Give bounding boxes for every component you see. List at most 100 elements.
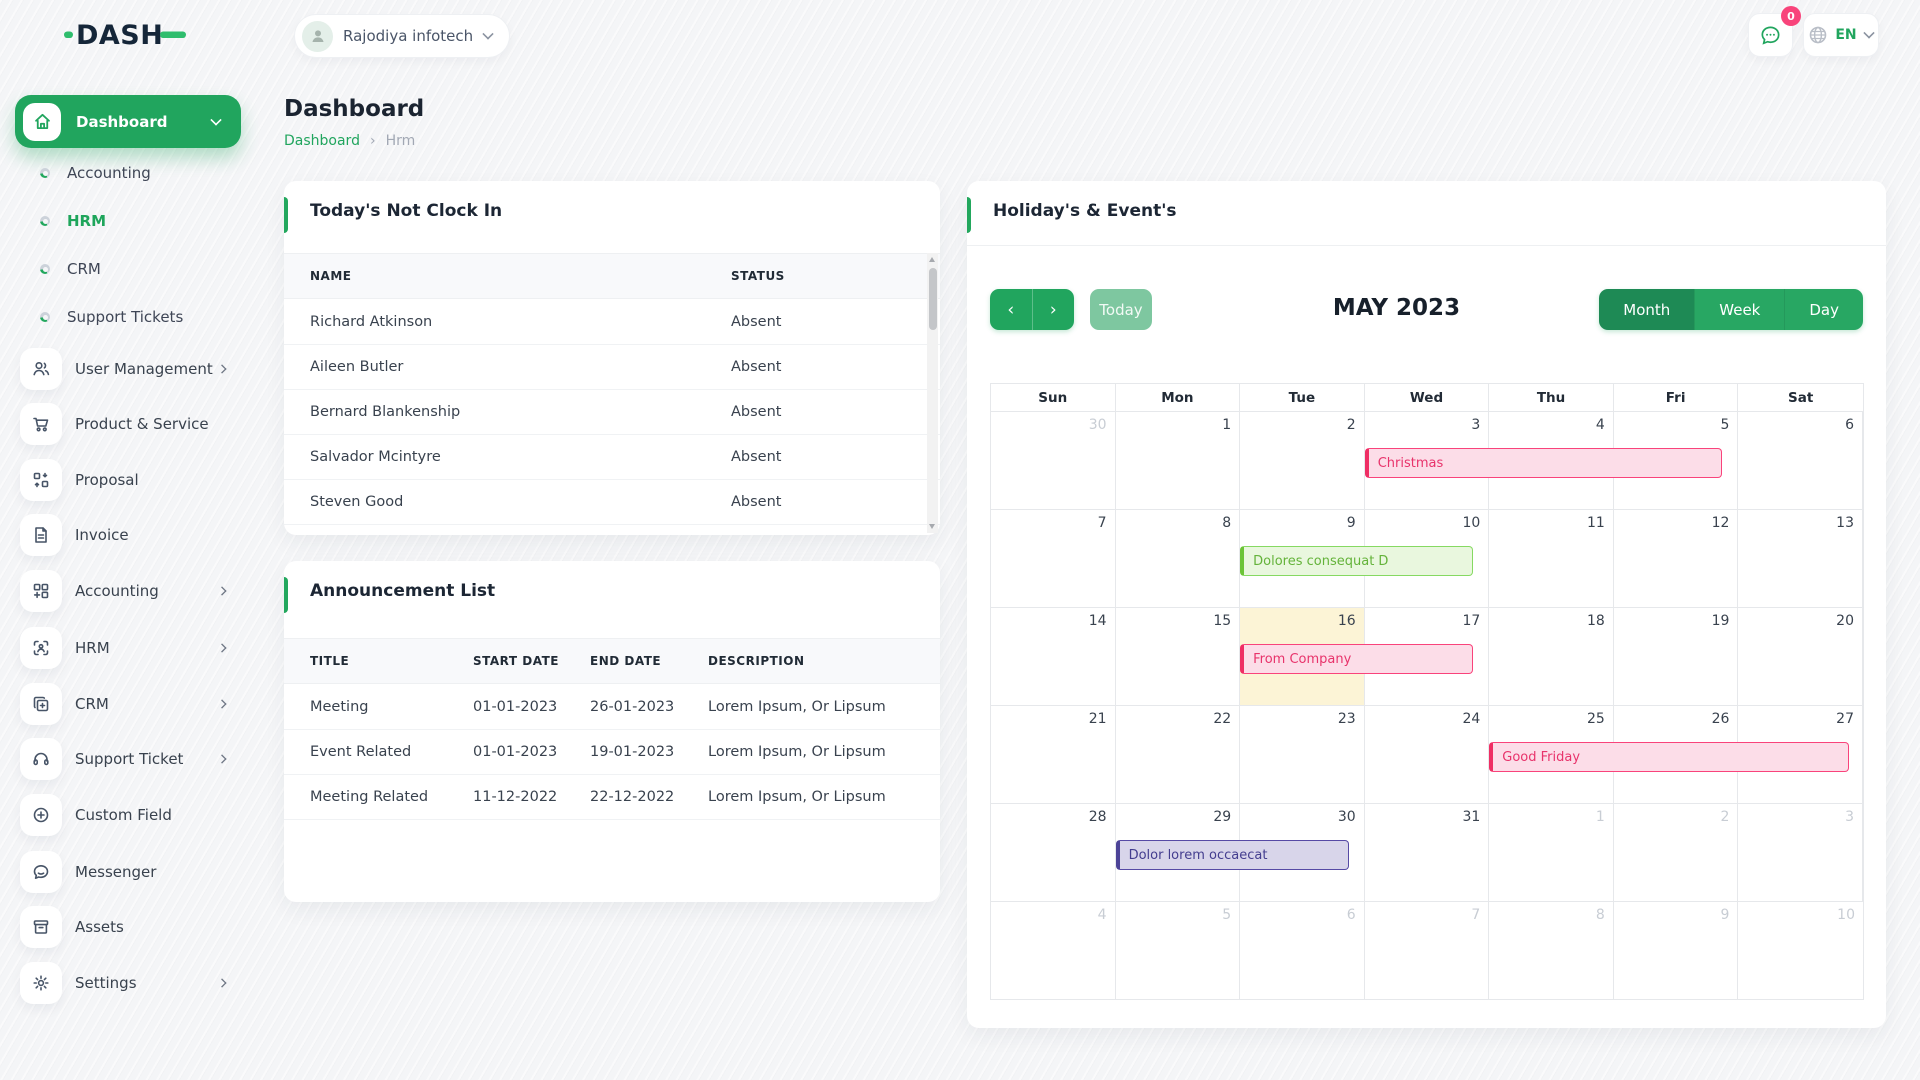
sidebar-item-dashboard-crm[interactable]: CRM — [15, 245, 241, 293]
calendar-day-cell[interactable]: 20 — [1738, 608, 1863, 705]
calendar-day-cell[interactable]: 10 — [1365, 510, 1490, 607]
vertical-scrollbar[interactable] — [927, 253, 938, 533]
calendar-day-cell[interactable]: 10 — [1837, 907, 1855, 923]
calendar-day-cell[interactable]: 7 — [1365, 902, 1490, 999]
view-month-button[interactable]: Month — [1599, 289, 1695, 330]
sidebar-item-dashboard-accounting[interactable]: Accounting — [15, 149, 241, 197]
sidebar-item-hrm[interactable]: HRM — [0, 620, 257, 676]
calendar-event[interactable]: Christmas — [1364, 448, 1723, 478]
calendar-day-cell[interactable]: 23 — [1240, 706, 1365, 803]
sidebar-item-label: Dashboard — [76, 112, 168, 131]
event-label: Christmas — [1377, 455, 1444, 471]
sidebar-item-dashboard-support-tickets[interactable]: Support Tickets — [15, 293, 241, 341]
sidebar-item-label: Settings — [75, 974, 137, 992]
announcement-title: Meeting — [310, 699, 369, 715]
calendar-day-cell[interactable]: 5 — [1116, 902, 1241, 999]
calendar-day-cell[interactable]: 4 — [991, 902, 1116, 999]
company-selector[interactable]: Rajodiya infotech — [294, 14, 511, 58]
sidebar-item-settings[interactable]: Settings — [0, 955, 257, 1011]
calendar-event[interactable]: From Company — [1240, 644, 1474, 674]
view-week-button[interactable]: Week — [1694, 289, 1785, 330]
plus-circle-icon — [20, 794, 62, 836]
event-label: Good Friday — [1502, 749, 1581, 765]
calendar-day-cell[interactable]: 6 — [1738, 412, 1863, 509]
scrollbar-thumb[interactable] — [928, 268, 937, 330]
sidebar-item-invoice[interactable]: Invoice — [0, 507, 257, 563]
calendar-day-cell[interactable]: 2 — [1240, 412, 1365, 509]
calendar-day-cell[interactable]: 14 — [991, 608, 1116, 705]
sidebar-item-dashboard[interactable]: Dashboard — [15, 95, 241, 148]
calendar-day-cell[interactable]: 24 — [1365, 706, 1490, 803]
view-day-button[interactable]: Day — [1784, 289, 1863, 330]
sidebar-item-proposal[interactable]: Proposal — [0, 452, 257, 508]
calendar-day-cell[interactable]: 17 — [1365, 608, 1490, 705]
calendar-day-cell[interactable]: 22 — [1116, 706, 1241, 803]
status-value: Absent — [731, 404, 782, 420]
sidebar-item-dashboard-hrm[interactable]: HRM — [15, 197, 241, 245]
announcement-title: Event Related — [310, 744, 412, 760]
calendar-day-cell[interactable]: 18 — [1489, 608, 1614, 705]
next-month-button[interactable]: › — [1033, 289, 1075, 330]
calendar-week: 21 22 23 24 25 26 27 Good Friday — [991, 705, 1863, 803]
calendar-day-cell[interactable]: 31 — [1365, 804, 1490, 901]
calendar-day-cell[interactable]: 9 — [1614, 902, 1739, 999]
column-header-description: DESCRIPTION — [708, 654, 805, 668]
calendar-view-switcher: Month Week Day — [1599, 289, 1863, 330]
calendar-event[interactable]: Dolores consequat D — [1240, 546, 1474, 576]
sidebar-item-assets[interactable]: Assets — [0, 899, 257, 955]
calendar-day-cell[interactable]: 19 — [1614, 608, 1739, 705]
sidebar: Dashboard Accounting HRM CRM Support Tic… — [0, 0, 257, 1080]
employee-name: Salvador Mcintyre — [310, 449, 441, 465]
bullet-icon — [40, 216, 50, 226]
breadcrumb-dashboard-link[interactable]: Dashboard — [284, 133, 360, 149]
status-value: Absent — [731, 314, 782, 330]
today-button[interactable]: Today — [1090, 289, 1152, 330]
calendar-day-cell[interactable]: 13 — [1738, 510, 1863, 607]
calendar-day-cell[interactable]: 28 — [991, 804, 1116, 901]
scroll-up-arrow[interactable] — [929, 257, 935, 262]
calendar-day-cell[interactable]: 2 — [1614, 804, 1739, 901]
calendar-day-cell[interactable]: 8 — [1489, 902, 1614, 999]
sidebar-item-crm[interactable]: CRM — [0, 676, 257, 732]
calendar-day-cell[interactable]: 30 — [991, 412, 1116, 509]
card-title: Today's Not Clock In — [310, 201, 503, 221]
sidebar-item-support-ticket[interactable]: Support Ticket — [0, 731, 257, 787]
calendar-day-cell[interactable]: 6 — [1240, 902, 1365, 999]
calendar-day-cell[interactable]: 1 — [1489, 804, 1614, 901]
day-header-sat: Sat — [1788, 389, 1814, 406]
chevron-right-icon — [217, 364, 227, 374]
calendar-day-cell[interactable]: 11 — [1489, 510, 1614, 607]
calendar-day-cell[interactable]: 30 — [1240, 804, 1365, 901]
calendar-day-cell[interactable]: 1 — [1116, 412, 1241, 509]
sidebar-item-product-service[interactable]: Product & Service — [0, 396, 257, 452]
event-label: Dolores consequat D — [1253, 553, 1389, 569]
chevron-right-icon — [217, 978, 227, 988]
calendar-week: 28 29 30 31 1 2 3 Dolor lorem occaecat — [991, 803, 1863, 901]
calendar-day-cell[interactable]: 3 — [1738, 804, 1863, 901]
calendar-day-cell[interactable]: 7 — [991, 510, 1116, 607]
chevron-down-icon — [210, 113, 222, 126]
calendar-day-cell[interactable]: 8 — [1116, 510, 1241, 607]
sidebar-item-messenger[interactable]: Messenger — [0, 844, 257, 900]
calendar-day-cell[interactable]: 15 — [1116, 608, 1241, 705]
status-value: Absent — [731, 359, 782, 375]
messages-button[interactable]: 0 — [1748, 6, 1801, 57]
calendar-day-cell[interactable]: 27 — [1738, 706, 1863, 803]
sidebar-item-custom-field[interactable]: Custom Field — [0, 787, 257, 843]
language-selector[interactable]: EN — [1803, 13, 1879, 57]
scroll-down-arrow[interactable] — [929, 524, 935, 529]
sidebar-item-user-management[interactable]: User Management — [0, 341, 257, 397]
company-name: Rajodiya infotech — [343, 27, 474, 45]
sidebar-item-accounting[interactable]: Accounting — [0, 563, 257, 619]
calendar-day-cell[interactable]: 12 — [1614, 510, 1739, 607]
calendar-event[interactable]: Dolor lorem occaecat — [1115, 840, 1349, 870]
calendar-day-cell[interactable]: 5 — [1614, 412, 1739, 509]
prev-month-button[interactable]: ‹ — [990, 289, 1033, 330]
sidebar-subitem-label: CRM — [67, 260, 101, 278]
calendar-day-cell[interactable]: 21 — [991, 706, 1116, 803]
grid-plus-icon — [20, 570, 62, 612]
calendar-event[interactable]: Good Friday — [1489, 742, 1849, 772]
card-title: Holiday's & Event's — [993, 201, 1177, 221]
dash-logo: DASH — [64, 14, 192, 54]
sidebar-item-label: Custom Field — [75, 806, 172, 824]
